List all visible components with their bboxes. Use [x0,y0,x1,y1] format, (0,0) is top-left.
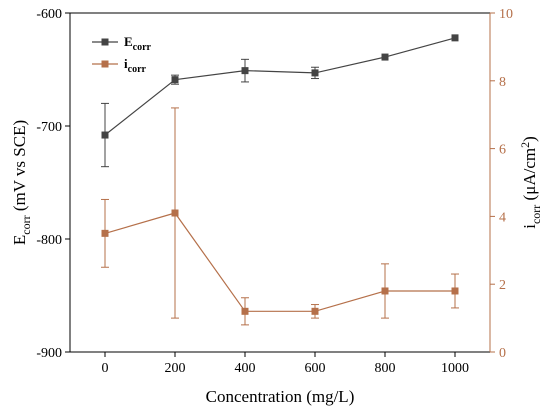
y-right-tick-label-3: 6 [499,143,506,158]
series-line-E [104,37,456,136]
y-right-tick-label-4: 8 [499,75,506,90]
series-layer [101,34,459,326]
y-left-tick-label-1: -700 [36,120,62,135]
data-point-E-3 [311,69,319,77]
legend-marker-i [101,60,109,68]
data-point-E-4 [381,53,389,61]
y-right-tick-label-1: 2 [499,278,506,293]
x-tick-label-1: 200 [165,361,186,376]
x-tick-label-0: 0 [102,361,109,376]
y-right-tick-label-0: 0 [499,346,506,361]
data-point-i-5 [451,287,459,295]
data-point-i-4 [381,287,389,295]
axes-layer: 0 200 400 600 800 1000 -600 -700 -800 -900 0 2 4 6 8 10… [10,7,543,406]
data-point-i-1 [171,209,179,217]
data-point-i-2 [241,307,249,315]
data-point-i-0 [101,229,109,237]
legend-marker-E [101,38,109,46]
x-tick-label-5: 1000 [441,361,469,376]
x-axis-title: Concentration (mg/L) [206,387,355,406]
legend: Ecorr icorr [92,34,152,75]
data-point-E-1 [171,76,179,84]
y-left-tick-label-2: -800 [36,233,62,248]
x-tick-label-3: 600 [305,361,326,376]
x-tick-label-2: 400 [235,361,256,376]
y-left-tick-label-0: -600 [36,7,62,22]
y-left-axis-title: Ecorr (mV vs SCE) [10,120,33,245]
y-right-axis-title: icorr (μA/cm2) [518,136,543,229]
data-point-E-2 [241,67,249,75]
data-point-E-5 [451,34,459,42]
x-tick-label-4: 800 [375,361,396,376]
series-line-i [104,212,455,312]
y-right-tick-label-2: 4 [499,210,506,225]
legend-label-i: icorr [124,56,147,75]
data-point-E-0 [101,131,109,139]
y-left-tick-label-3: -900 [36,346,62,361]
legend-label-E: Ecorr [124,34,152,53]
data-point-i-3 [311,307,319,315]
y-right-tick-label-5: 10 [499,7,513,22]
